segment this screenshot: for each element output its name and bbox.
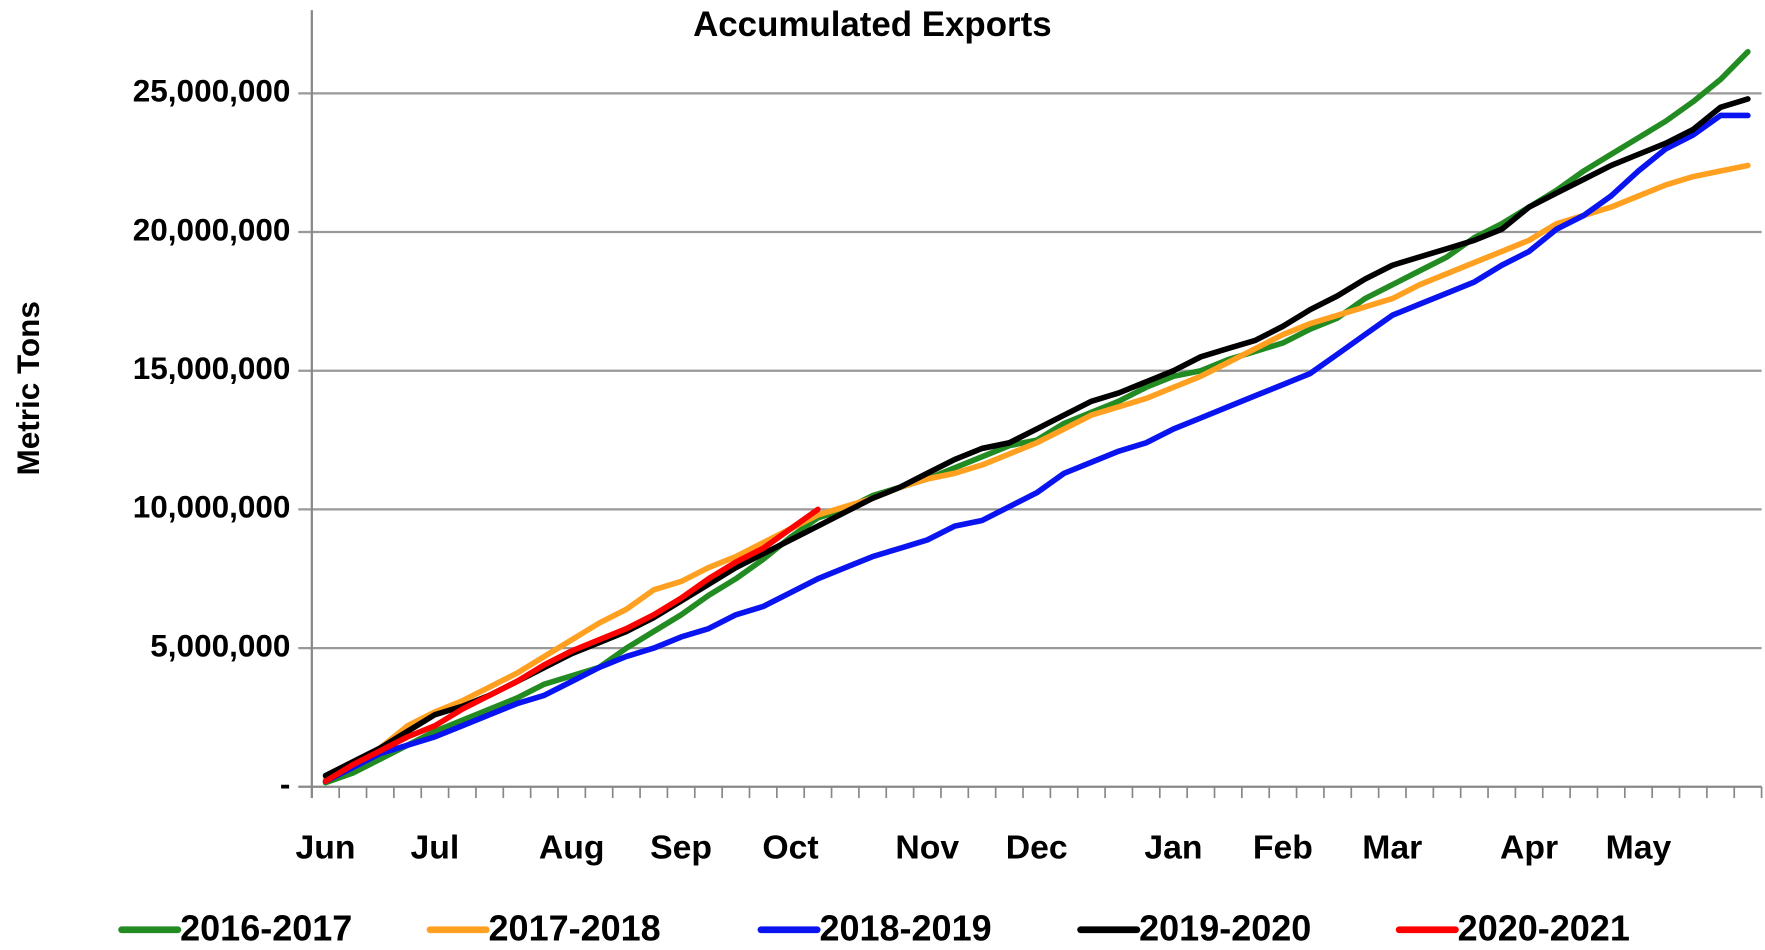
y-tick-label: 20,000,000 [133,211,291,247]
series-line [322,162,1751,782]
y-axis-label: Metric Tons [10,301,46,475]
chart-title: Accumulated Exports [693,5,1052,44]
x-tick-label: Jan [1144,829,1202,867]
x-tick-label: Oct [762,829,818,867]
x-tick-label: Sep [650,829,712,867]
x-tick-label: May [1606,829,1672,867]
legend-label: 2017-2018 [489,907,661,948]
legend-label: 2016-2017 [180,907,352,948]
legend-label: 2018-2019 [819,907,991,948]
series-line [322,112,1751,785]
y-tick-label: - [280,766,291,802]
x-tick-label: Nov [895,829,959,867]
y-tick-label: 15,000,000 [133,350,291,386]
series-line [322,506,821,785]
x-tick-label: Feb [1253,829,1313,867]
x-tick-label: Mar [1362,829,1422,867]
x-tick-label: Jun [295,829,355,867]
x-tick-label: Apr [1500,829,1558,867]
y-tick-label: 5,000,000 [150,627,290,663]
x-tick-label: Aug [539,829,605,867]
y-tick-label: 10,000,000 [133,489,291,525]
x-tick-label: Dec [1006,829,1068,867]
legend-label: 2020-2021 [1458,907,1630,948]
y-tick-label: 25,000,000 [133,73,291,109]
legend-label: 2019-2020 [1139,907,1311,948]
x-tick-label: Jul [411,829,460,867]
